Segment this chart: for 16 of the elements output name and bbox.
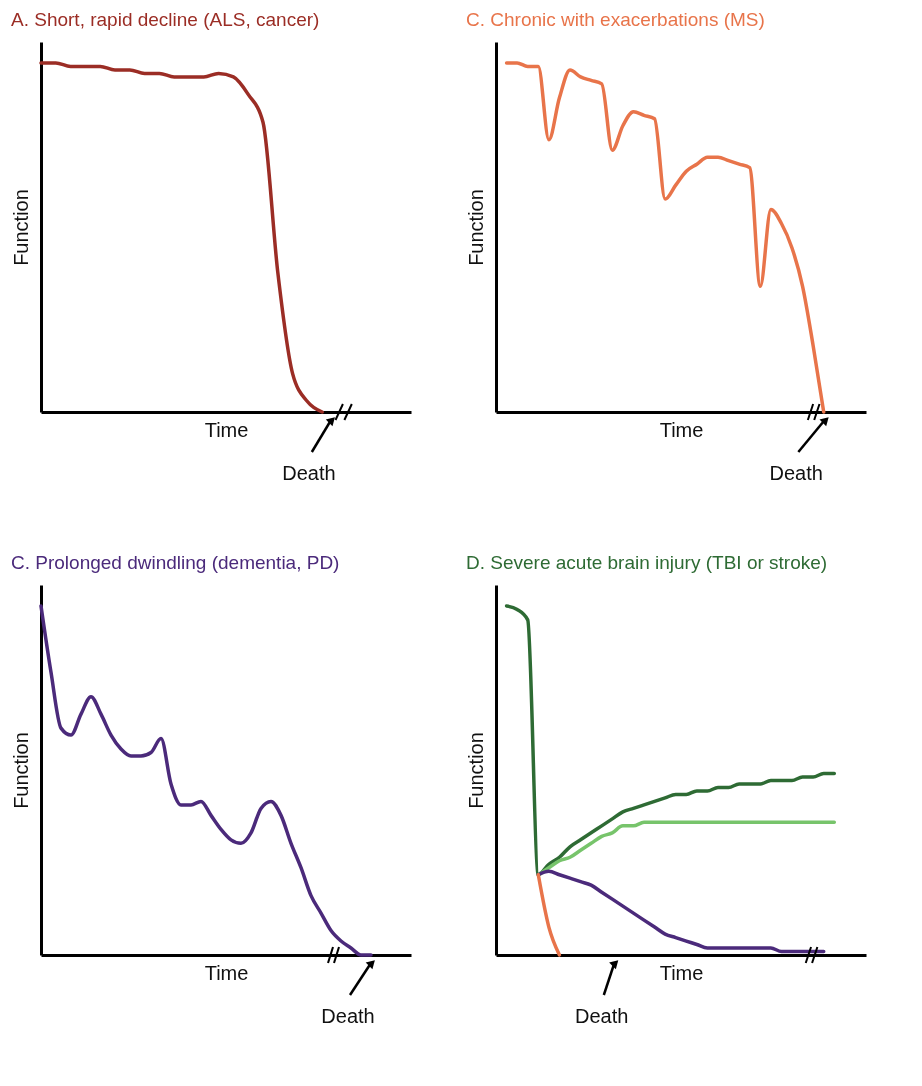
text: Death: [321, 1005, 375, 1027]
text: Death: [575, 1005, 629, 1027]
y-axis-title: Function: [464, 732, 487, 809]
x-axis-title: Time: [659, 418, 704, 441]
y-axis-title: Function: [9, 189, 32, 266]
text: Death: [282, 462, 336, 484]
y-axis-title: Function: [464, 189, 487, 266]
x-axis-title: Time: [659, 961, 704, 984]
chart-title: D. Severe acute brain injury (TBI or stroke): [466, 552, 828, 573]
chart-title: C. Chronic with exacerbations (MS): [466, 9, 765, 30]
chart-title: C. Prolonged dwindling (dementia, PD): [11, 552, 340, 573]
x-axis-title: Time: [204, 418, 249, 441]
chart-title: A. Short, rapid decline (ALS, cancer): [11, 9, 320, 30]
y-axis-title: Function: [9, 732, 32, 809]
x-axis-title: Time: [204, 961, 249, 984]
text: Death: [769, 462, 823, 484]
